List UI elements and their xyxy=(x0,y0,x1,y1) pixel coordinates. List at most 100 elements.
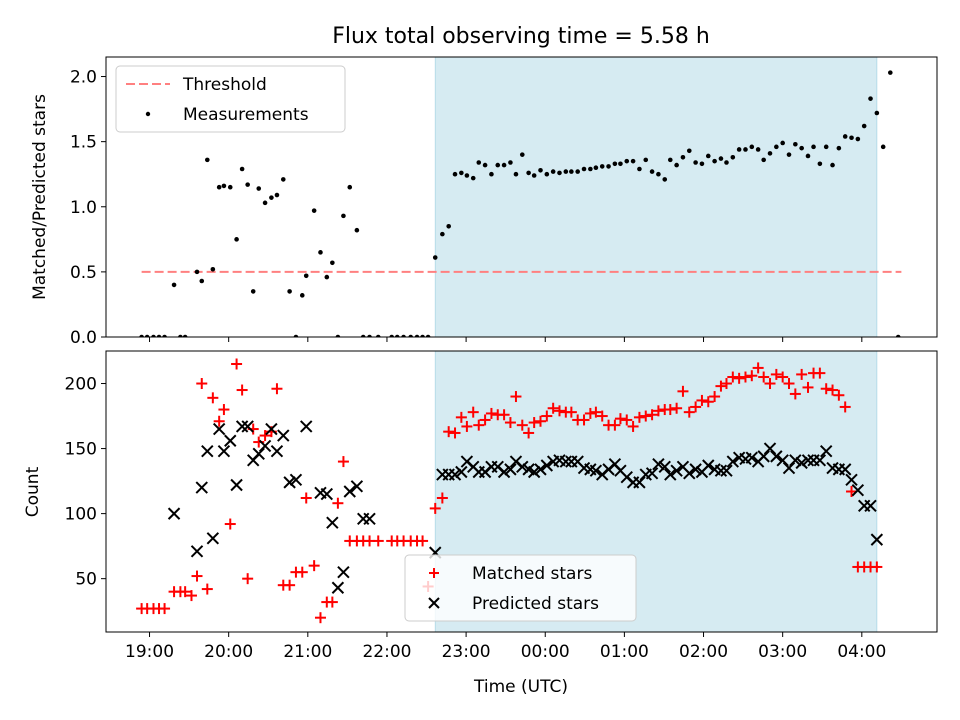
matched-star-point xyxy=(201,583,213,595)
measurement-point xyxy=(360,334,366,337)
measurement-point xyxy=(519,152,525,157)
measurement-point xyxy=(234,237,239,242)
matched-star-point xyxy=(296,566,308,578)
measurement-point xyxy=(162,334,167,337)
predicted-star-point xyxy=(589,464,603,477)
measurement-point xyxy=(557,170,562,176)
matched-star-point xyxy=(758,371,770,383)
matched-star-point xyxy=(429,502,441,514)
measurement-point xyxy=(274,192,280,198)
measurement-point xyxy=(830,162,835,168)
predicted-star-point xyxy=(770,450,783,463)
bottom-axes-frame xyxy=(105,350,938,633)
measurement-point xyxy=(205,157,210,163)
measurement-point xyxy=(817,161,823,167)
bottom-y-label: Count xyxy=(23,466,43,517)
measurement-point xyxy=(649,169,655,174)
measurement-point xyxy=(408,334,413,337)
matched-star-point xyxy=(796,368,808,380)
measurement-point xyxy=(868,96,873,101)
predicted-star-point xyxy=(813,454,827,467)
measurement-point xyxy=(581,166,587,172)
bottom-legend: Matched stars Predicted stars xyxy=(404,554,637,622)
matched-star-point xyxy=(584,407,596,419)
measurement-point xyxy=(767,151,773,156)
measurement-point xyxy=(544,171,550,177)
x-tick-label: 04:00 xyxy=(837,642,886,662)
measurement-point xyxy=(895,334,901,337)
matched-star-point xyxy=(271,383,283,395)
matched-star-point xyxy=(590,406,602,418)
predicted-star-point xyxy=(224,434,237,447)
predicted-star-point xyxy=(195,481,208,494)
matched-star-point xyxy=(528,417,540,429)
predicted-star-point xyxy=(702,459,715,472)
measurement-point xyxy=(743,147,748,152)
predicted-star-point xyxy=(241,420,254,433)
predicted-star-point xyxy=(763,442,777,455)
matched-star-point xyxy=(326,596,338,608)
top-y-tick-label: 2.0 xyxy=(70,68,97,88)
predicted-star-point xyxy=(270,444,284,458)
measurement-point xyxy=(495,162,501,168)
matched-star-point xyxy=(633,411,645,423)
measurement-point xyxy=(749,144,755,150)
x-tick-label: 02:00 xyxy=(679,642,728,662)
matched-star-point xyxy=(789,388,801,400)
predicted-star-point xyxy=(664,468,677,481)
measurement-point xyxy=(513,171,519,177)
matched-star-point xyxy=(516,419,528,431)
measurement-point xyxy=(786,152,792,157)
measurement-point xyxy=(182,334,188,337)
predicted-star-point xyxy=(534,463,547,476)
matched-star-point xyxy=(827,384,839,396)
predicted-star-point xyxy=(683,467,696,480)
measurement-point xyxy=(354,227,360,233)
measurement-point xyxy=(805,153,811,159)
measurement-point xyxy=(823,144,829,150)
top-legend-box xyxy=(115,65,346,133)
x-tick-label: 01:00 xyxy=(600,642,649,662)
predicted-star-point xyxy=(265,422,278,436)
matched-star-point xyxy=(284,579,296,591)
measurement-point xyxy=(531,173,537,178)
measurement-point xyxy=(538,168,543,173)
matched-star-point xyxy=(436,492,448,504)
measurement-point xyxy=(550,169,556,174)
matched-star-point xyxy=(746,370,758,382)
predicted-star-point xyxy=(516,460,529,473)
measurement-point xyxy=(293,334,299,337)
matched-star-point xyxy=(332,497,344,509)
measurement-point xyxy=(221,183,227,189)
bottom-x-axis: 19:00 20:00 21:00 22:00 23:00 00:00 01:00 02:00… xyxy=(125,632,886,662)
measurement-point xyxy=(245,182,250,187)
matched-star-point xyxy=(820,383,832,395)
measurement-point xyxy=(811,144,816,150)
matched-star-point xyxy=(224,518,236,530)
matched-star-point xyxy=(179,586,191,598)
measurement-point xyxy=(736,147,742,152)
matched-star-point xyxy=(777,371,789,383)
measurement-point xyxy=(730,154,736,160)
measurement-point xyxy=(705,153,711,159)
predicted-star-point xyxy=(838,463,852,476)
measurement-point xyxy=(199,278,205,284)
predicted-star-point xyxy=(326,516,339,529)
predicted-star-point xyxy=(448,468,462,481)
top-panel: 0.00.51.01.52.0 Matched/Predicted stars … xyxy=(30,56,938,348)
predicted-star-point xyxy=(645,467,659,480)
measurements-series xyxy=(139,70,901,337)
measurement-point xyxy=(489,171,494,177)
legend-measurements-label: Measurements xyxy=(183,105,309,125)
measurement-point xyxy=(712,158,717,164)
predicted-star-point xyxy=(504,463,517,476)
matched-star-point xyxy=(534,415,546,427)
x-tick-label: 00:00 xyxy=(521,642,570,662)
matched-star-point xyxy=(259,430,271,442)
predicted-star-point xyxy=(343,485,356,498)
predicted-star-point xyxy=(337,565,350,579)
measurement-point xyxy=(656,171,661,177)
x-tick-label: 21:00 xyxy=(283,642,332,662)
predicted-star-point xyxy=(819,444,833,458)
x-tick-label: 03:00 xyxy=(758,642,807,662)
